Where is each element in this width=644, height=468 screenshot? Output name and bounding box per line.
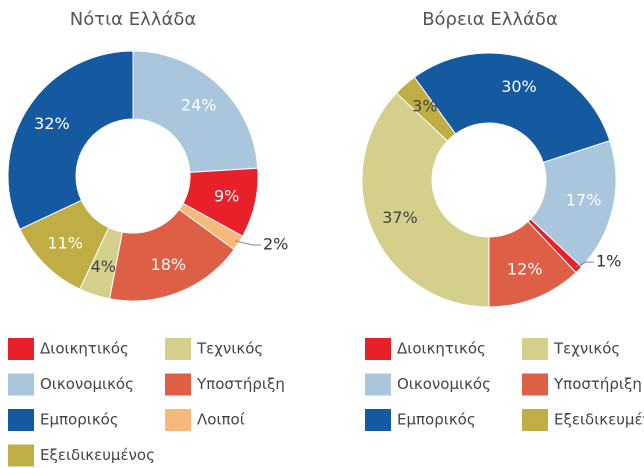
data-label: 18% bbox=[151, 255, 187, 274]
leader-line bbox=[235, 240, 261, 246]
legend-swatch bbox=[522, 373, 548, 396]
legend-label: Οικονομικός bbox=[40, 375, 134, 393]
chart-title: Βόρεια Ελλάδα bbox=[422, 9, 558, 30]
data-label: 2% bbox=[263, 235, 288, 254]
data-label: 9% bbox=[214, 186, 239, 205]
legend-label: Διοικητικός bbox=[397, 340, 486, 358]
data-label: 12% bbox=[507, 260, 543, 279]
legend-swatch bbox=[8, 373, 34, 396]
donut-slice bbox=[7, 50, 134, 230]
legend-swatch bbox=[522, 338, 548, 360]
data-label: 11% bbox=[47, 233, 83, 252]
legend-label: Εμπορικός bbox=[40, 411, 119, 429]
data-label: 37% bbox=[382, 208, 418, 227]
donut-slice bbox=[132, 50, 259, 173]
data-label: 24% bbox=[181, 96, 217, 115]
data-label: 32% bbox=[34, 114, 70, 133]
legend-label: Εξειδικευμένος bbox=[554, 411, 644, 429]
legend-swatch bbox=[165, 409, 191, 431]
donut-slice bbox=[395, 76, 457, 142]
legend-label: Υποστήριξη bbox=[553, 375, 642, 393]
legend-label: Εξειδικευμένος bbox=[40, 446, 155, 464]
legend-label: Λοιποί bbox=[197, 411, 245, 429]
legend-label: Οικονομικός bbox=[397, 375, 491, 393]
data-label: 1% bbox=[596, 252, 621, 271]
legend-swatch bbox=[8, 409, 34, 431]
leader-line bbox=[575, 261, 594, 268]
donut-slice bbox=[529, 140, 617, 268]
legend-label: Υποστήριξη bbox=[196, 375, 285, 393]
legend-swatch bbox=[8, 338, 34, 360]
data-label: 30% bbox=[501, 77, 537, 96]
legend-swatch bbox=[522, 409, 548, 431]
legend-label: Τεχνικός bbox=[553, 340, 620, 358]
donut-slice bbox=[361, 92, 490, 308]
donut-slice bbox=[413, 52, 611, 164]
data-label: 17% bbox=[566, 191, 602, 210]
legend-label: Διοικητικός bbox=[40, 340, 129, 358]
chart-title: Νότια Ελλάδα bbox=[70, 9, 196, 30]
legend-swatch bbox=[365, 409, 391, 431]
legend-swatch bbox=[365, 373, 391, 396]
data-label: 3% bbox=[412, 97, 437, 116]
legend-label: Εμπορικός bbox=[397, 411, 476, 429]
legend-swatch bbox=[165, 338, 191, 360]
legend-label: Τεχνικός bbox=[196, 340, 263, 358]
data-label: 4% bbox=[91, 257, 116, 276]
legend-swatch bbox=[165, 373, 191, 396]
donut-slice bbox=[108, 208, 235, 302]
legend-swatch bbox=[365, 338, 391, 360]
legend-swatch bbox=[8, 444, 34, 467]
